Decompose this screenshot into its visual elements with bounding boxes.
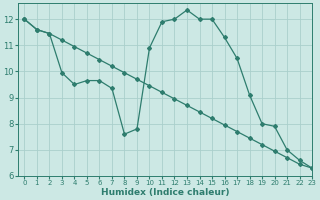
- X-axis label: Humidex (Indice chaleur): Humidex (Indice chaleur): [101, 188, 229, 197]
